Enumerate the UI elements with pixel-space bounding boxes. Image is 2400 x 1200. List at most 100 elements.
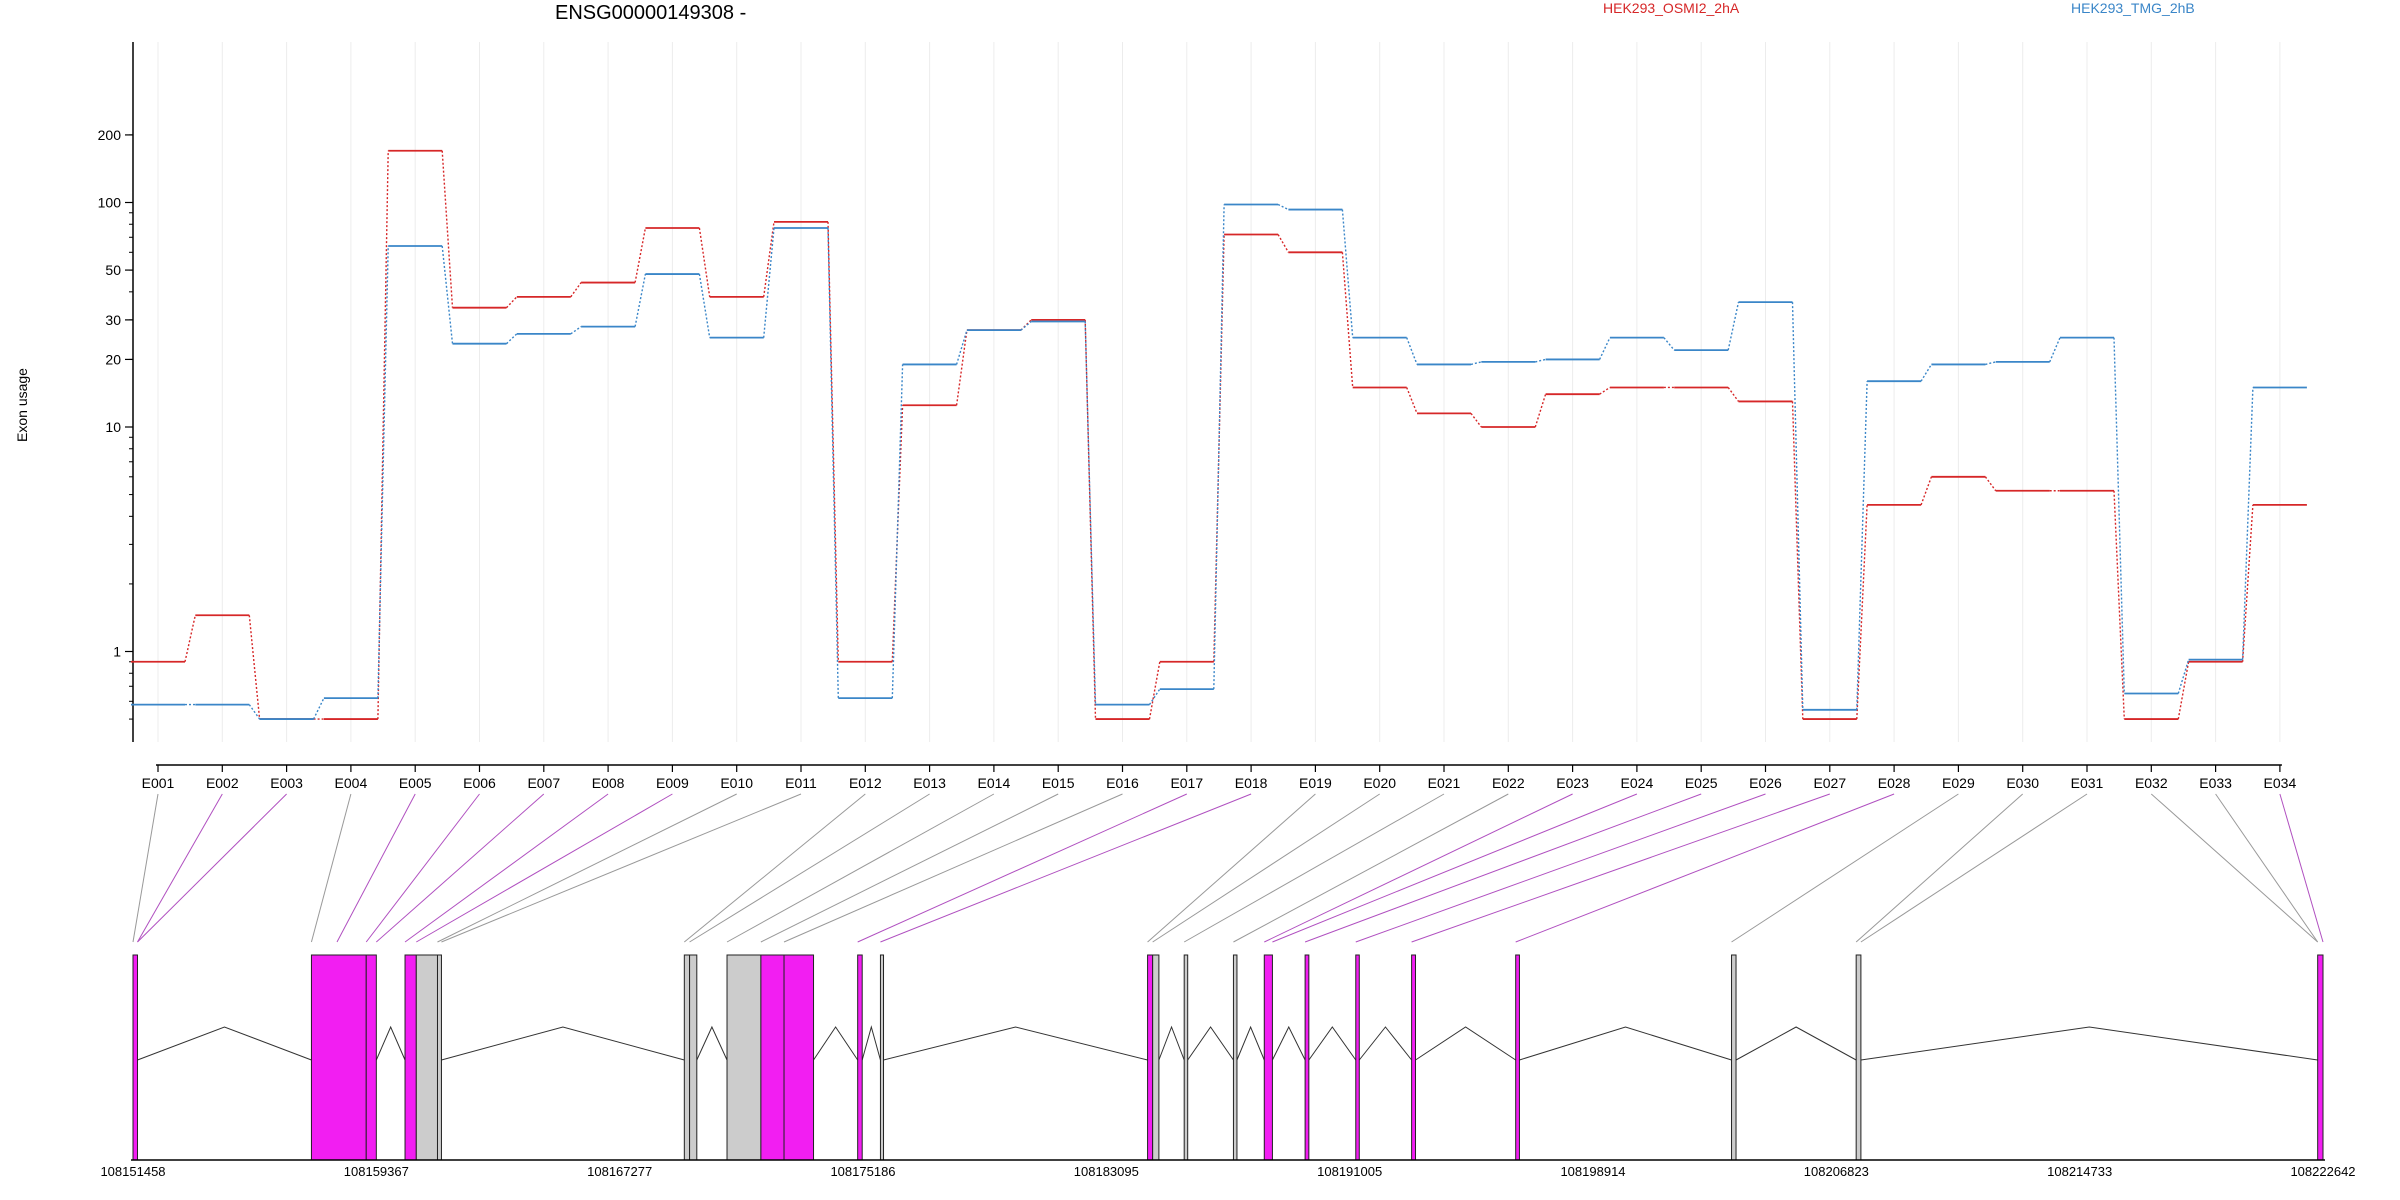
intron-line bbox=[1358, 1026, 1412, 1061]
intron-line bbox=[1519, 1026, 1732, 1061]
x-axis: E001 E002 E003 E004 E005 E006 E007 E008 E009 E010… bbox=[142, 764, 2297, 791]
y-tick-label: 1 bbox=[113, 644, 121, 660]
y-tick-label: 50 bbox=[105, 262, 121, 278]
genomic-coordinate-label: 108159367 bbox=[344, 1164, 409, 1179]
y-tick-label: 100 bbox=[98, 195, 122, 211]
connector-E023 bbox=[1264, 793, 1573, 943]
series-1-connector bbox=[248, 704, 261, 720]
exon-box-21 bbox=[1515, 954, 1520, 1161]
connector-E025 bbox=[1304, 793, 1702, 943]
x-tick-label-E028: E028 bbox=[1878, 775, 1911, 791]
connector-E031 bbox=[1860, 793, 2088, 943]
connector-E020 bbox=[1152, 793, 1380, 943]
series-0-connector bbox=[1341, 252, 1354, 388]
exon-box-5 bbox=[436, 954, 442, 1161]
connector-E009 bbox=[416, 793, 673, 943]
series-0-connector bbox=[377, 150, 389, 720]
genomic-axis: 108151458 108159367 108167277 108175186 1081… bbox=[100, 1159, 2356, 1179]
connector-E033 bbox=[2215, 793, 2319, 943]
series-0-connector bbox=[1920, 476, 1933, 506]
x-tick-label-E033: E033 bbox=[2199, 775, 2232, 791]
x-tick-label-E014: E014 bbox=[978, 775, 1011, 791]
exon-box-13 bbox=[1147, 954, 1154, 1161]
x-tick-label-E019: E019 bbox=[1299, 775, 1332, 791]
series-0-connector bbox=[248, 615, 261, 720]
exon-box-14 bbox=[1152, 954, 1160, 1161]
x-tick-label-E015: E015 bbox=[1042, 775, 1075, 791]
x-tick-label-E009: E009 bbox=[656, 775, 689, 791]
exon-box-23 bbox=[1855, 954, 1862, 1161]
series-1-connector bbox=[2049, 337, 2061, 363]
exon-box-16 bbox=[1232, 954, 1238, 1161]
series-1-connector bbox=[377, 245, 389, 699]
connector-E013 bbox=[689, 793, 930, 943]
exon-box-4 bbox=[415, 954, 438, 1161]
series-1-connector bbox=[1213, 204, 1225, 690]
series-0-connector bbox=[2113, 490, 2125, 720]
exon-box-9 bbox=[760, 954, 785, 1161]
intron-line bbox=[1236, 1025, 1265, 1061]
genomic-coordinate-label: 108183095 bbox=[1074, 1164, 1139, 1179]
series-1-connector bbox=[2113, 337, 2125, 694]
intron-line bbox=[1860, 1026, 2318, 1061]
gene-model bbox=[132, 954, 2324, 1161]
x-tick-label-E006: E006 bbox=[463, 775, 496, 791]
series-0-connector bbox=[955, 330, 968, 406]
x-tick-label-E016: E016 bbox=[1106, 775, 1139, 791]
x-tick-label-E008: E008 bbox=[592, 775, 625, 791]
genomic-coordinate-label: 108191005 bbox=[1317, 1164, 1382, 1179]
intron-line bbox=[696, 1025, 728, 1061]
series-1-connector bbox=[1470, 361, 1482, 366]
connector-E006 bbox=[365, 793, 480, 943]
series-1-connector bbox=[1663, 337, 1675, 351]
x-tick-label-E002: E002 bbox=[206, 775, 239, 791]
exon-box-17 bbox=[1263, 954, 1273, 1161]
series-1-connector bbox=[1920, 364, 1932, 382]
x-tick-label-E023: E023 bbox=[1556, 775, 1589, 791]
series-1-connector bbox=[312, 697, 325, 720]
x-tick-label-E024: E024 bbox=[1621, 775, 1654, 791]
connector-E028 bbox=[1515, 793, 1895, 943]
intron-line bbox=[883, 1026, 1148, 1061]
intron-line bbox=[813, 1026, 859, 1061]
connector-E008 bbox=[404, 793, 609, 943]
series-1-connector bbox=[1985, 361, 1996, 366]
connector-E015 bbox=[760, 793, 1059, 943]
series-1 bbox=[131, 203, 2307, 720]
series-1-connector bbox=[955, 329, 968, 365]
genomic-coordinate-label: 108175186 bbox=[830, 1164, 895, 1179]
exon-box-2 bbox=[365, 954, 377, 1161]
connector-E001 bbox=[132, 793, 159, 943]
exon-box-24 bbox=[2317, 954, 2324, 1161]
y-axis: 1 10 20 30 50 100 200 bbox=[98, 42, 134, 742]
x-tick-label-E034: E034 bbox=[2264, 775, 2297, 791]
x-tick-label-E007: E007 bbox=[527, 775, 560, 791]
series-0-connector bbox=[1406, 387, 1418, 414]
x-tick-label-E032: E032 bbox=[2135, 775, 2168, 791]
series-0-connector bbox=[1277, 234, 1290, 253]
legend-entry-tmg: HEK293_TMG_2hB bbox=[2071, 0, 2195, 16]
connector-E010 bbox=[437, 793, 737, 943]
x-tick-label-E004: E004 bbox=[335, 775, 368, 791]
exon-box-1 bbox=[310, 954, 367, 1161]
x-tick-label-E030: E030 bbox=[2006, 775, 2039, 791]
series-0-connector bbox=[1148, 661, 1161, 720]
intron-line bbox=[1415, 1026, 1516, 1061]
intron-line bbox=[1735, 1026, 1857, 1061]
connector-E016 bbox=[783, 793, 1123, 943]
exon-box-8 bbox=[726, 954, 762, 1161]
intron-line bbox=[861, 1025, 881, 1061]
x-tick-label-E025: E025 bbox=[1685, 775, 1718, 791]
x-tick-label-E022: E022 bbox=[1492, 775, 1525, 791]
series-1-connector bbox=[1020, 320, 1032, 331]
connector-E007 bbox=[375, 793, 545, 943]
connector-E017 bbox=[857, 793, 1188, 943]
series-0-connector bbox=[184, 615, 196, 662]
series-1-connector bbox=[2241, 387, 2254, 660]
series-0-connector bbox=[1020, 319, 1032, 331]
series-0-connector bbox=[505, 296, 518, 309]
series-0-connector bbox=[2177, 661, 2190, 720]
y-tick-label: 20 bbox=[105, 351, 121, 367]
connector-E018 bbox=[880, 793, 1252, 943]
x-tick-label-E031: E031 bbox=[2071, 775, 2104, 791]
